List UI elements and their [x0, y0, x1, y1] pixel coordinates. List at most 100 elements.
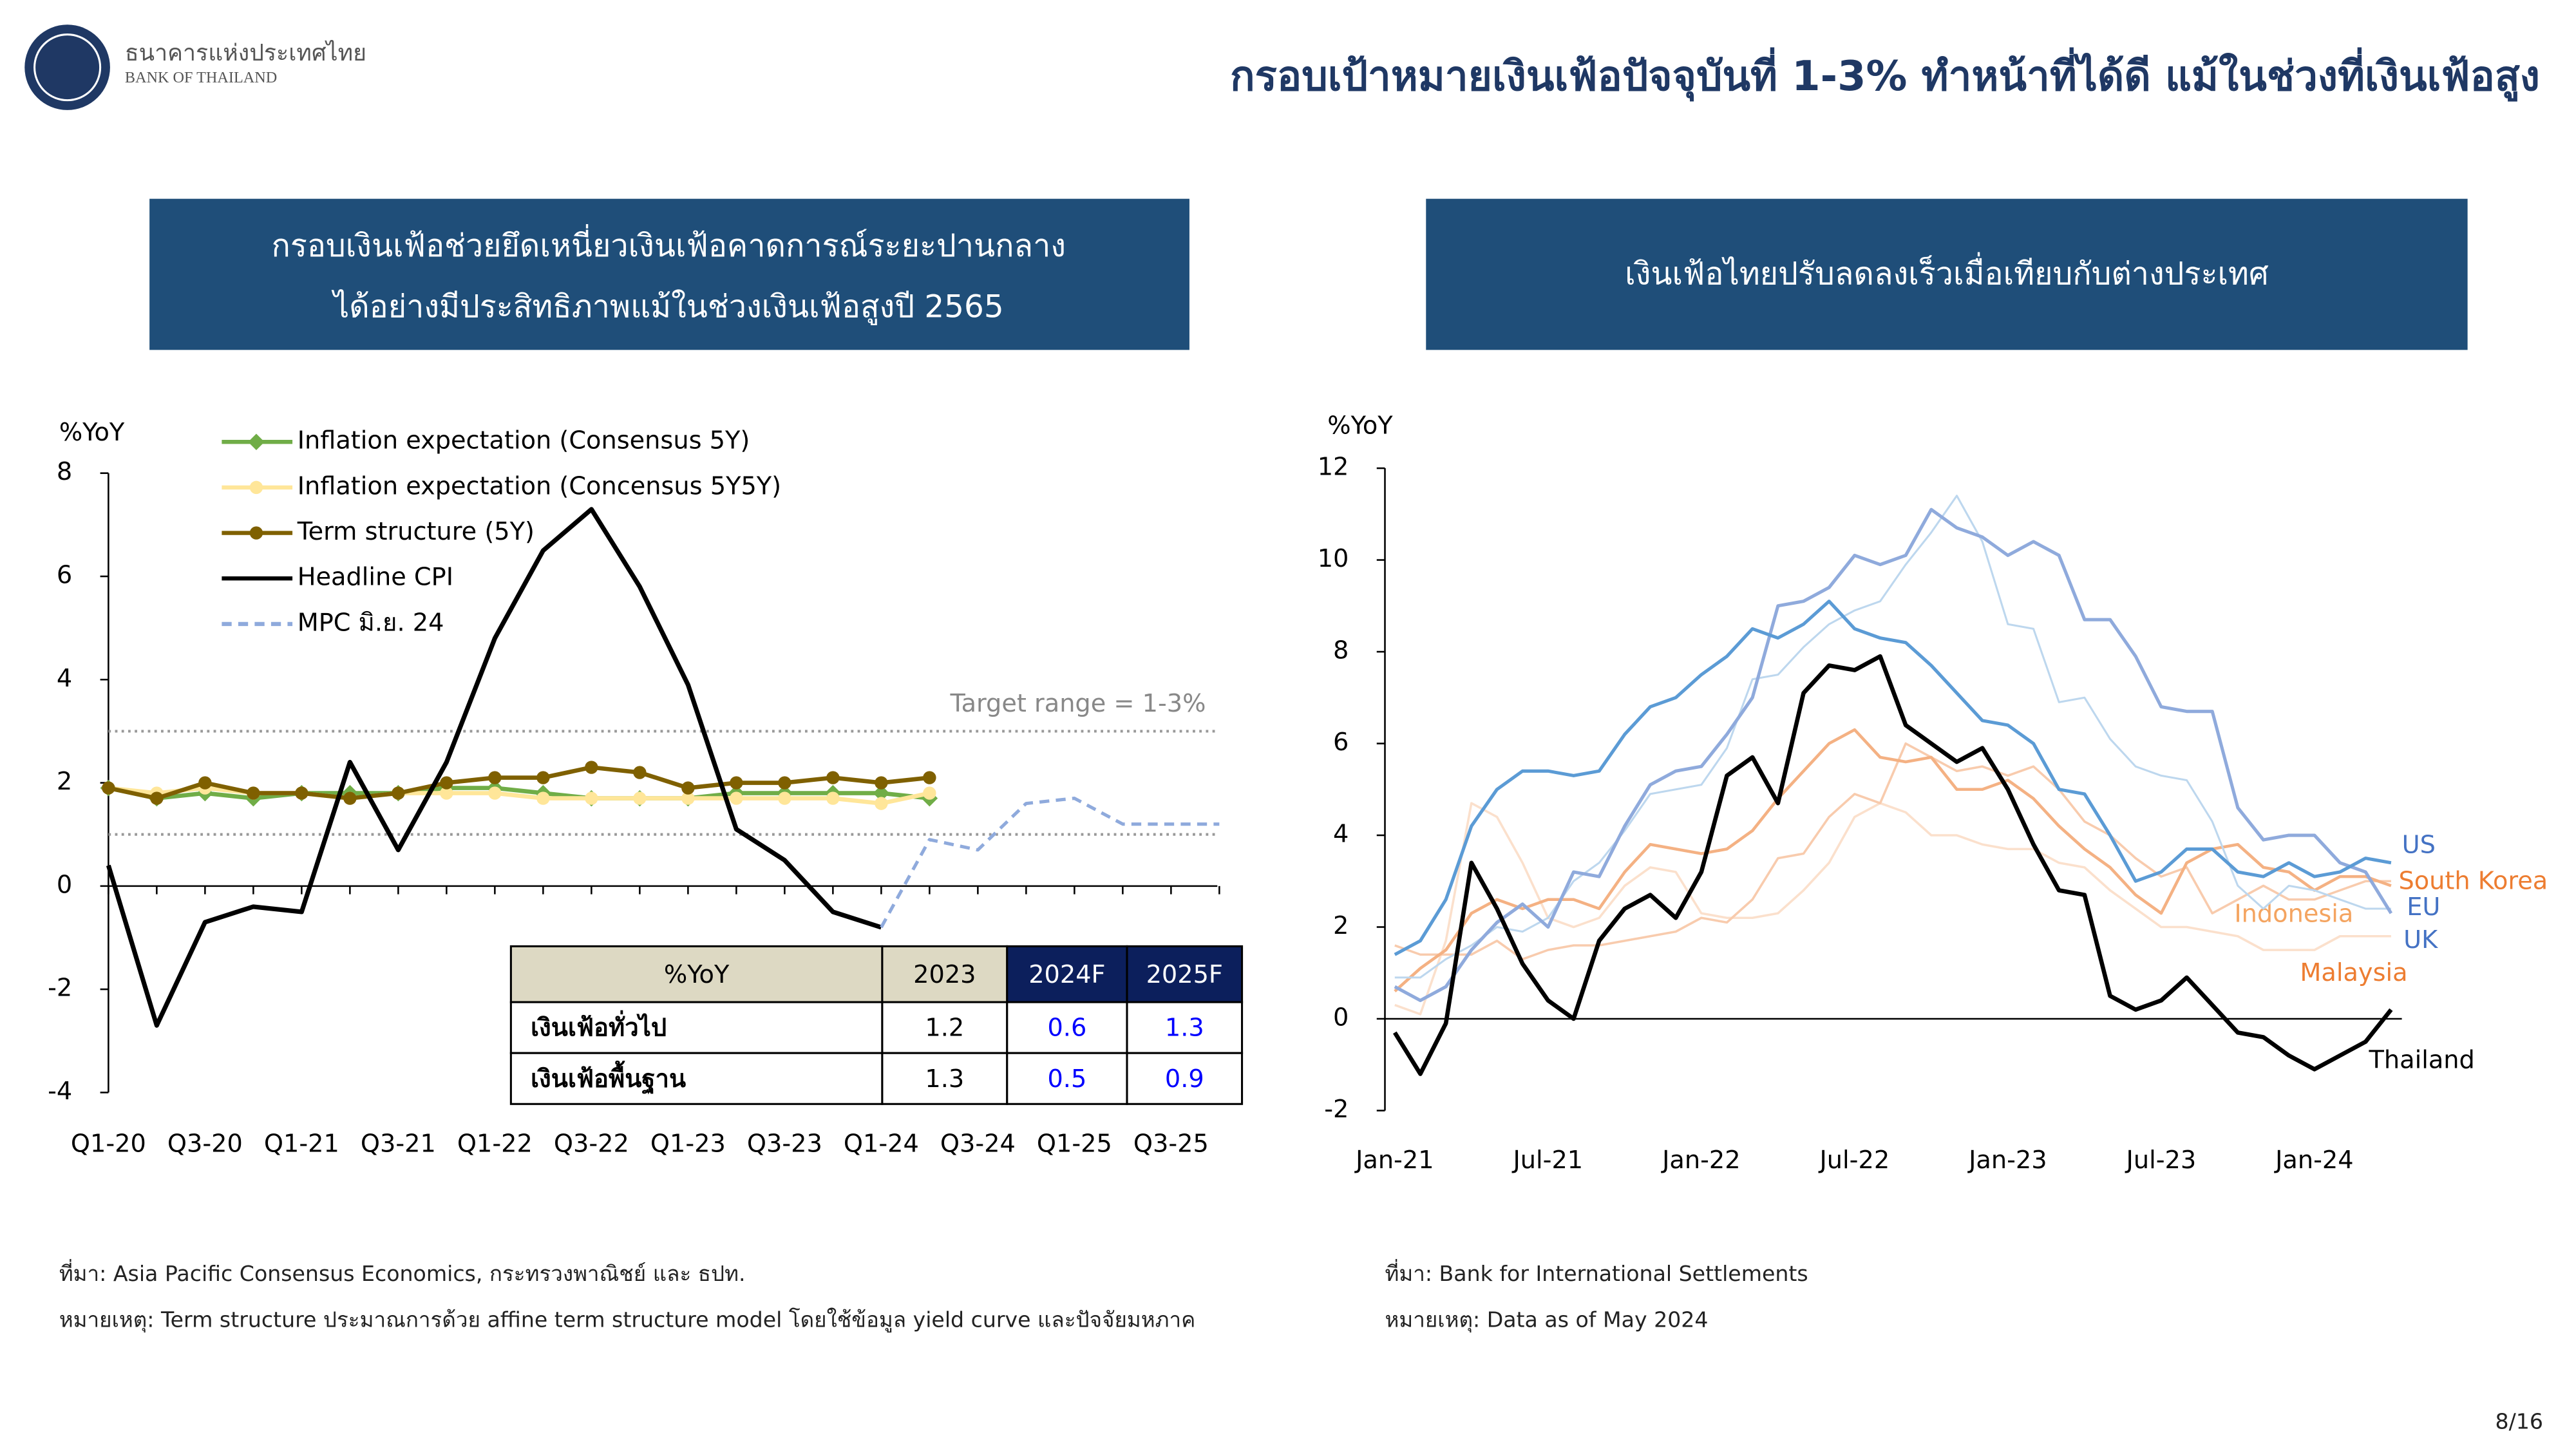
y-tick-label: 0 — [57, 870, 72, 899]
marker — [875, 797, 888, 810]
marker — [488, 771, 502, 784]
series-label: US — [2402, 830, 2436, 859]
logo — [24, 24, 110, 110]
legend-label: Inflation expectation (Concensus 5Y5Y) — [298, 471, 781, 500]
y-tick-label: 4 — [57, 664, 72, 693]
marker — [536, 771, 550, 784]
logo-ring — [33, 33, 102, 102]
marker — [150, 791, 164, 805]
table-header: 2023 — [913, 960, 976, 989]
org-en: BANK OF THAILAND — [125, 69, 277, 86]
series-line — [1394, 742, 2391, 961]
series-line — [108, 765, 930, 800]
legend-marker — [249, 480, 263, 495]
legend-label: Inflation expectation (Consensus 5Y) — [298, 426, 750, 455]
x-tick-label: Jan-21 — [1354, 1146, 1434, 1175]
marker — [585, 761, 598, 774]
y-tick-label: 6 — [57, 560, 72, 589]
legend-marker — [248, 433, 265, 450]
y-tick-label: 8 — [1333, 636, 1349, 665]
series-label: South Korea — [2398, 866, 2548, 895]
marker — [778, 776, 791, 790]
y-tick-label: 0 — [1333, 1003, 1349, 1032]
marker — [730, 791, 743, 805]
table-cell — [881, 1052, 1009, 1105]
table-value: 1.3 — [925, 1065, 964, 1094]
table-cell — [1126, 1052, 1244, 1105]
x-tick-label: Jul-22 — [1819, 1146, 1890, 1175]
table-value: เงินเฟ้อพื้นฐาน — [531, 1061, 686, 1095]
marker — [633, 766, 647, 779]
y-tick-label: 6 — [1333, 728, 1349, 757]
marker — [102, 781, 115, 795]
x-tick-label: Q3-20 — [167, 1130, 243, 1159]
y-tick-label: 10 — [1318, 544, 1349, 573]
table-value: 1.2 — [925, 1014, 964, 1043]
panel-title: เงินเฟ้อไทยปรับลดลงเร็วเมื่อเทียบกับต่าง… — [1625, 252, 2269, 292]
marker — [923, 786, 936, 800]
series-line — [1394, 600, 2392, 956]
x-tick-label: Jan-22 — [1661, 1146, 1740, 1175]
legend-label: Term structure (5Y) — [297, 517, 535, 546]
table-header: 2025F — [1146, 960, 1223, 989]
legend-label: MPC มิ.ย. 24 — [298, 608, 444, 637]
page-title: กรอบเป้าหมายเงินเฟ้อปัจจุบันที่ 1-3% ทำห… — [1230, 47, 2540, 102]
table-cell — [1006, 1052, 1128, 1105]
series-label: UK — [2403, 925, 2438, 954]
page-number: 8/16 — [2496, 1409, 2543, 1434]
x-tick-label: Q1-23 — [650, 1130, 726, 1159]
y-axis-label: %YoY — [59, 418, 125, 447]
legend-label: Headline CPI — [298, 563, 453, 592]
panel-title-box — [149, 198, 1189, 350]
series-line — [1394, 507, 2393, 1003]
marker — [440, 776, 453, 790]
table-header-cell — [1006, 945, 1128, 1003]
y-tick-label: -4 — [48, 1077, 72, 1106]
table-value: 0.9 — [1165, 1065, 1204, 1094]
x-tick-label: Jan-23 — [1967, 1146, 2047, 1175]
table-value: 1.3 — [1165, 1014, 1204, 1043]
marker — [826, 791, 840, 805]
series-label: Indonesia — [2234, 899, 2353, 928]
x-tick-label: Q1-21 — [264, 1130, 339, 1159]
x-tick-label: Q1-25 — [1037, 1130, 1112, 1159]
source-note: ที่มา: Bank for International Settlement… — [1385, 1259, 1808, 1286]
marker — [585, 791, 598, 805]
y-tick-label: 8 — [57, 457, 72, 486]
table-header: 2024F — [1028, 960, 1105, 989]
x-tick-label: Jan-24 — [2274, 1146, 2353, 1175]
x-tick-label: Q1-20 — [71, 1130, 146, 1159]
marker — [681, 791, 695, 805]
series-line — [106, 507, 882, 1028]
series-label: Malaysia — [2300, 958, 2407, 987]
marker — [923, 771, 936, 784]
x-tick-label: Q3-22 — [554, 1130, 629, 1159]
marker — [295, 786, 308, 800]
marker — [488, 786, 502, 800]
y-tick-label: -2 — [48, 974, 72, 1003]
y-tick-label: 2 — [57, 767, 72, 796]
table-cell — [509, 1001, 884, 1054]
annotation: Target range = 1-3% — [950, 689, 1206, 718]
table-header-cell — [509, 945, 884, 1003]
panel-title-box — [1426, 198, 2468, 350]
remark-note: หมายเหตุ: Data as of May 2024 — [1385, 1307, 1709, 1333]
marker — [392, 786, 405, 800]
series-line — [1392, 654, 2393, 1076]
series-line — [1394, 802, 2391, 1016]
table-header-cell — [881, 945, 1009, 1003]
marker — [633, 791, 647, 805]
legend-marker — [249, 526, 263, 540]
x-tick-label: Q1-24 — [844, 1130, 919, 1159]
y-tick-label: 4 — [1333, 820, 1349, 849]
table-header: %YoY — [664, 960, 730, 989]
marker — [247, 786, 260, 800]
table-cell — [1126, 1001, 1244, 1054]
marker — [536, 791, 550, 805]
marker — [730, 776, 743, 790]
panel-title: กรอบเงินเฟ้อช่วยยึดเหนี่ยวเงินเฟ้อคาดการ… — [272, 224, 1066, 264]
marker — [681, 781, 695, 795]
table-cell — [1006, 1001, 1128, 1054]
